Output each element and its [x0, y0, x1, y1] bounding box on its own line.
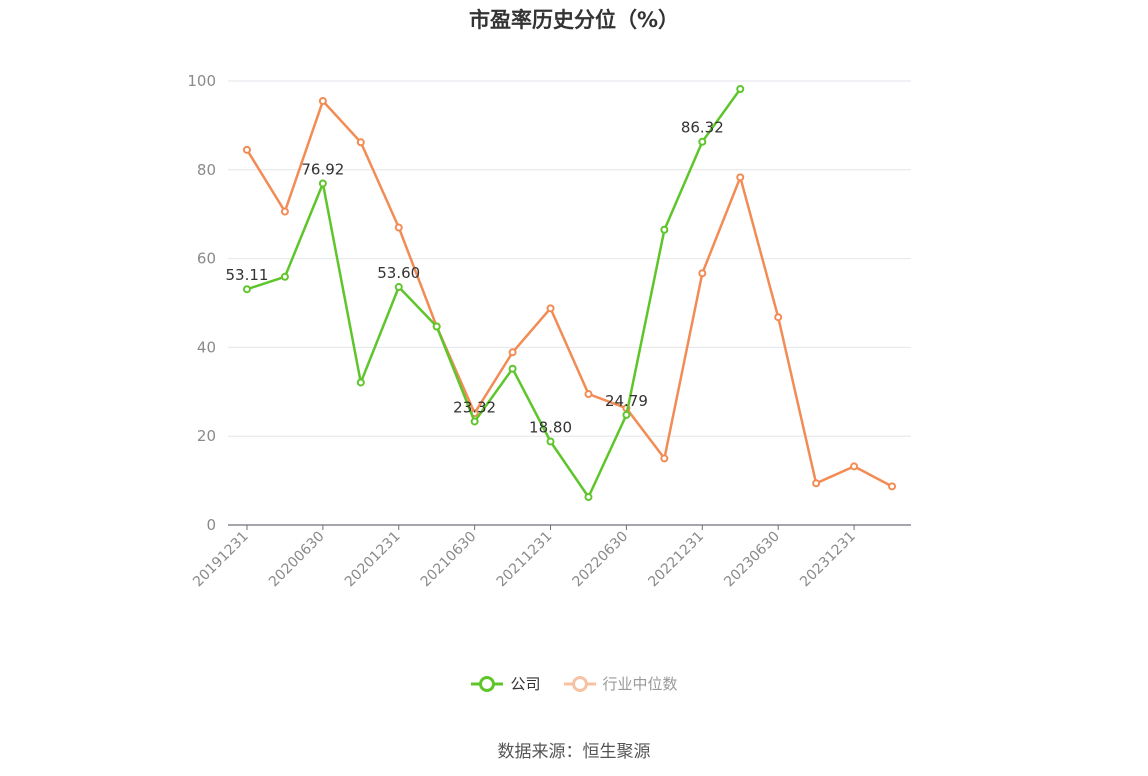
legend-company-marker-icon: [471, 675, 504, 692]
data-point: [698, 137, 707, 146]
series-line-公司: [246, 88, 742, 499]
series-line-行业中位数: [245, 99, 893, 488]
data-point: [508, 348, 517, 357]
x-tick-label: 20220630: [570, 529, 632, 591]
data-point: [546, 304, 555, 313]
data-source-note: 数据来源：恒生聚源: [497, 742, 651, 762]
x-tick-label: 20200630: [266, 529, 328, 591]
legend-industry-marker-icon: [563, 675, 596, 692]
x-tick-label: 20230630: [721, 529, 783, 591]
data-point: [888, 482, 897, 491]
data-label: 23.32: [453, 398, 496, 416]
data-point: [242, 145, 251, 154]
data-point: [698, 269, 707, 278]
data-labels: 53.11 76.92 53.60 23.32 18.80 24.79 86.32: [225, 119, 723, 437]
data-point: [394, 283, 403, 292]
x-tick-label: 20201231: [342, 529, 404, 591]
x-tick-label: 20191231: [190, 529, 252, 591]
data-point: [736, 84, 745, 93]
x-tick-label: 20210630: [418, 529, 480, 591]
x-tick-label: 20211231: [494, 529, 556, 591]
legend-industry-label: 行业中位数: [602, 675, 678, 693]
data-point: [318, 179, 327, 188]
grid-lines: [228, 80, 911, 437]
data-point: [508, 364, 517, 373]
series-lines: [242, 84, 897, 502]
data-point: [774, 313, 783, 322]
legend-item-company[interactable]: 公司: [470, 673, 541, 694]
data-point: [280, 272, 289, 281]
data-point: [622, 410, 631, 419]
chart-title: 市盈率历史分位（%）: [468, 8, 680, 32]
data-point: [660, 225, 669, 234]
y-axis-ticks: 0 20 40 60 80 100: [187, 72, 216, 534]
data-label: 53.60: [377, 264, 420, 282]
data-point: [280, 207, 289, 216]
legend-company-label: 公司: [510, 675, 541, 693]
legend: 公司 行业中位数: [0, 673, 1148, 694]
data-point: [546, 437, 555, 446]
data-point: [242, 285, 251, 294]
data-point: [584, 493, 593, 502]
data-point: [584, 390, 593, 399]
y-tick-label: 20: [197, 427, 216, 445]
legend-item-industry[interactable]: 行业中位数: [563, 673, 678, 694]
data-label: 18.80: [529, 419, 572, 437]
data-point: [318, 96, 327, 105]
data-point: [812, 479, 821, 488]
data-point: [470, 417, 479, 426]
x-tick-label: 20221231: [645, 529, 707, 591]
y-tick-label: 60: [197, 250, 216, 268]
data-point: [432, 322, 441, 331]
data-point: [660, 454, 669, 463]
data-point: [850, 462, 859, 471]
y-tick-label: 40: [197, 338, 216, 356]
y-tick-label: 100: [187, 72, 216, 90]
data-label: 24.79: [605, 392, 648, 410]
data-label: 76.92: [301, 160, 344, 178]
x-axis: 20191231 20200630 20201231 20210630 20211231…: [190, 524, 911, 591]
data-point: [356, 138, 365, 147]
data-point: [736, 173, 745, 182]
data-label: 53.11: [225, 266, 268, 284]
data-label: 86.32: [681, 119, 724, 137]
x-tick-label: 20231231: [797, 529, 859, 591]
y-tick-label: 0: [206, 516, 216, 534]
y-tick-label: 80: [197, 161, 216, 179]
data-point: [394, 223, 403, 232]
data-point: [356, 378, 365, 387]
